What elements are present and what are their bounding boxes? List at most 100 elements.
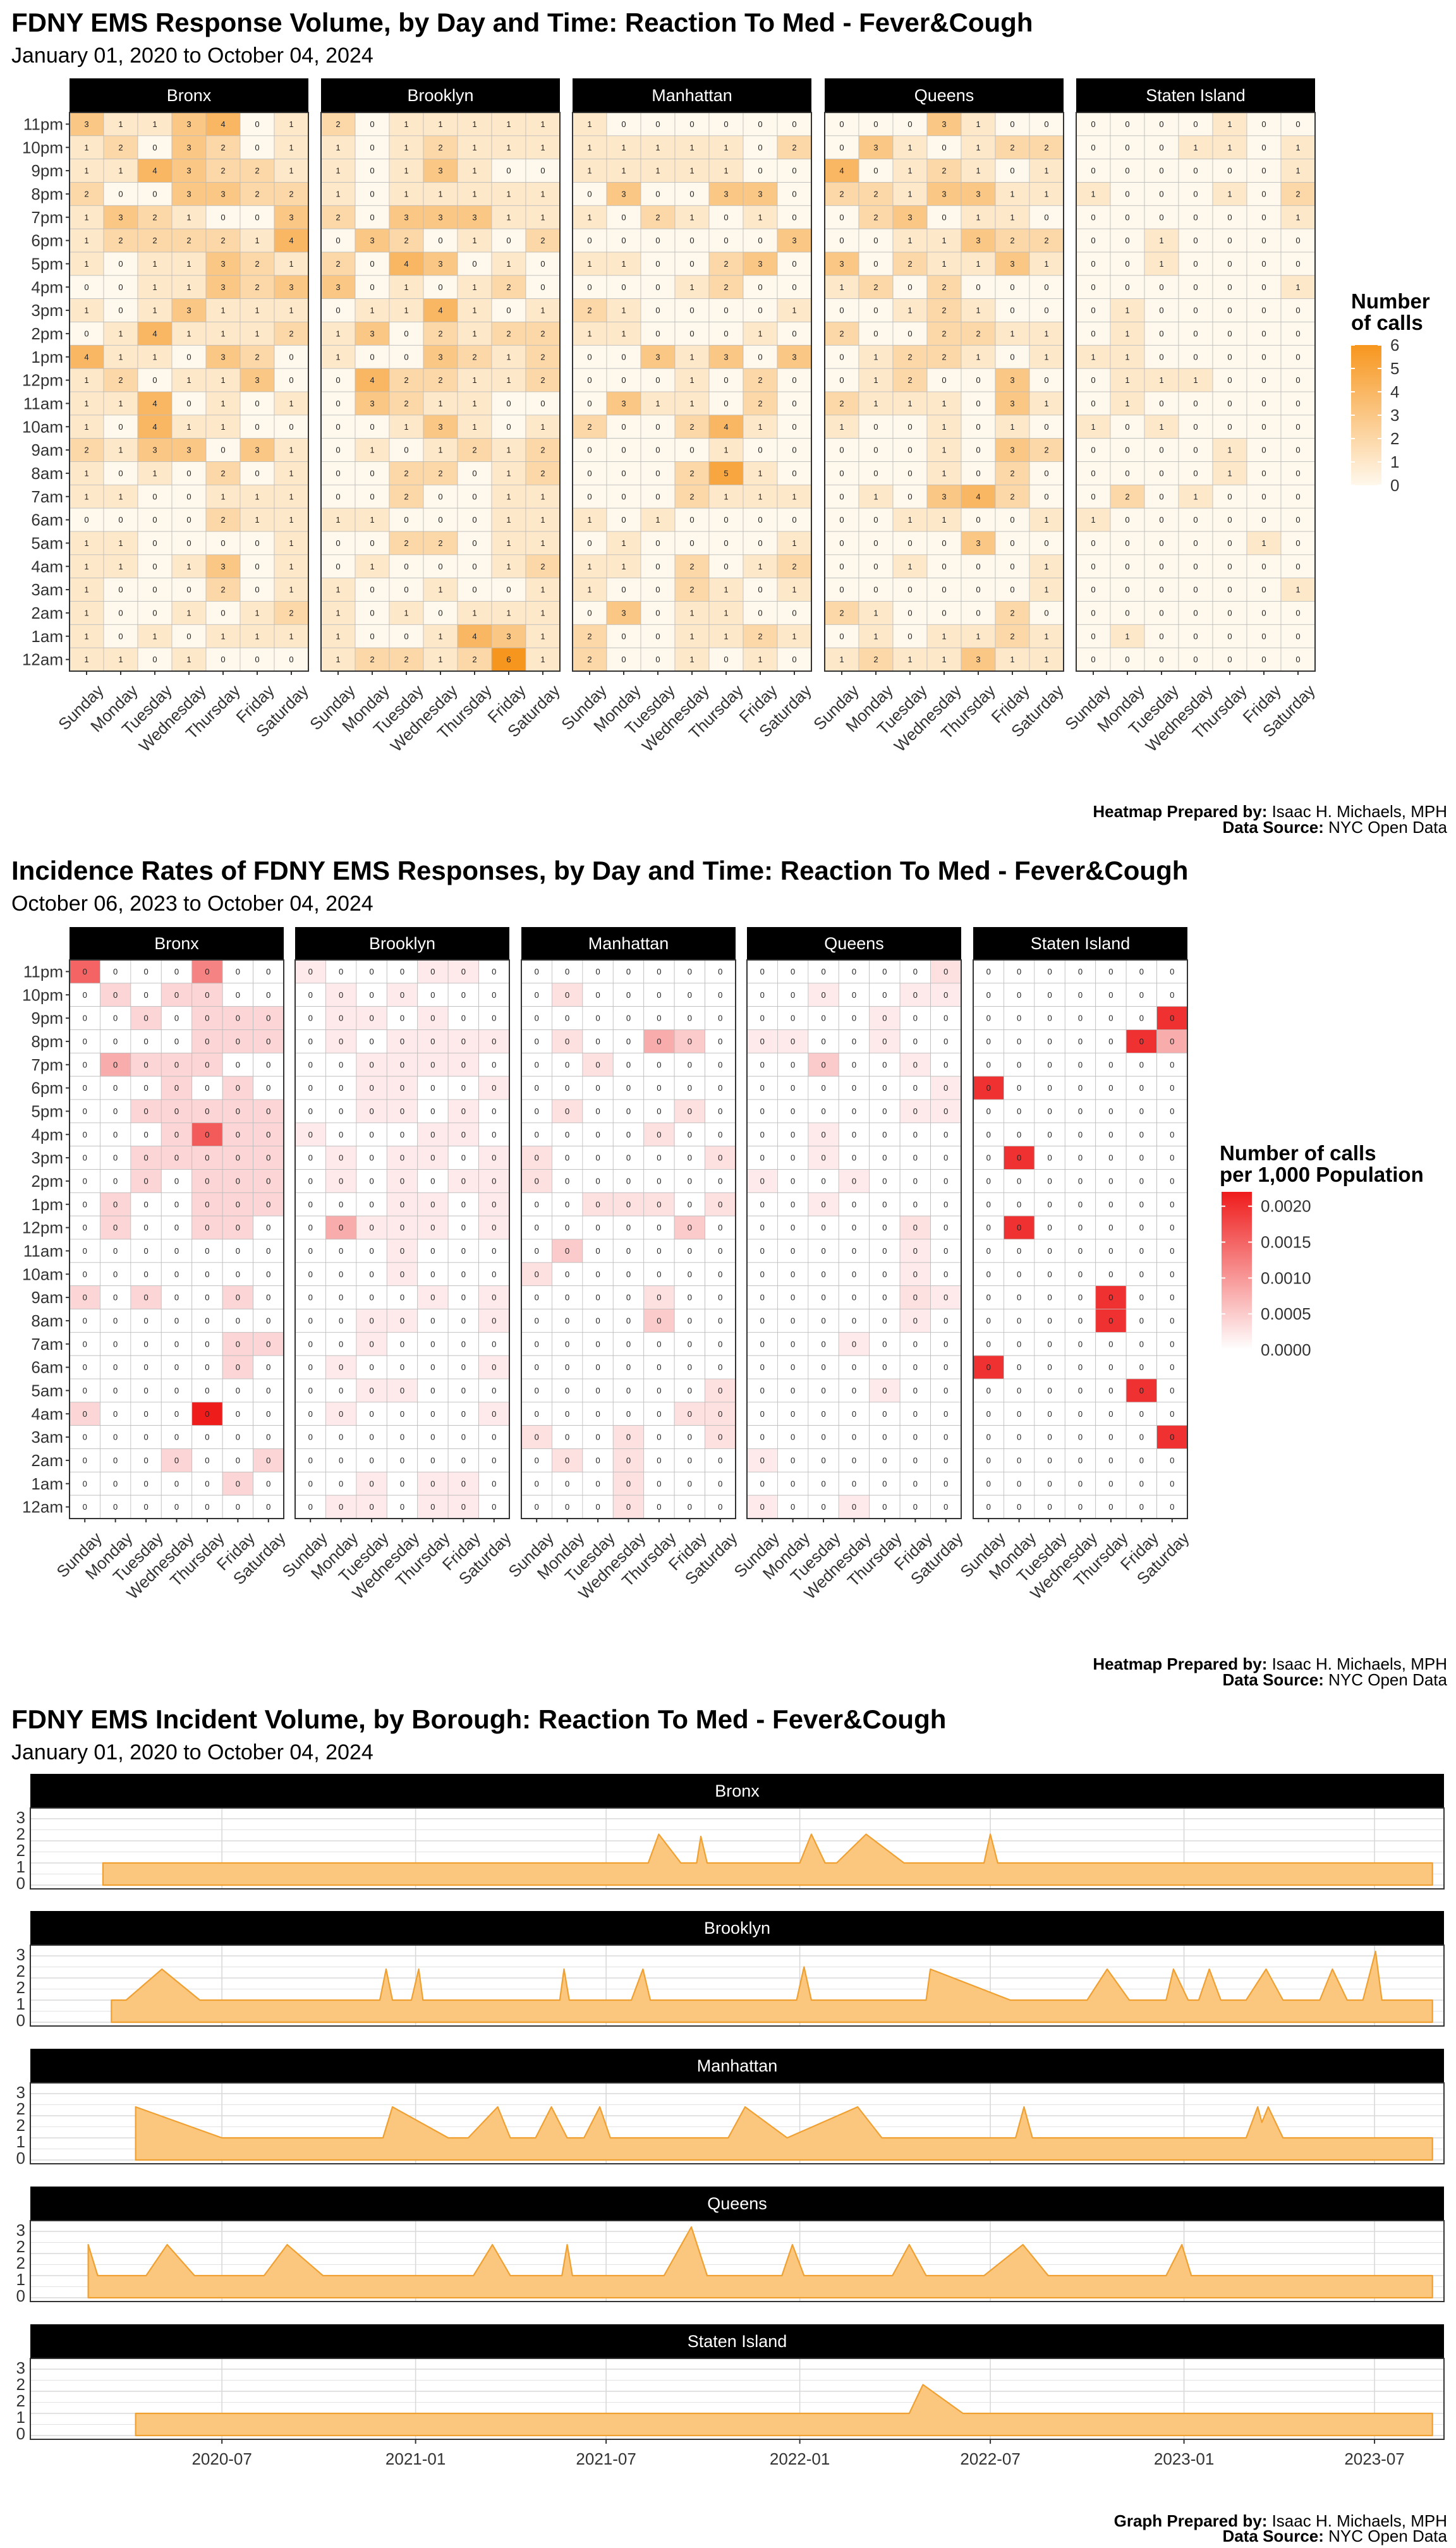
- heat-cell-label: 0: [595, 1083, 600, 1093]
- heat-cell-label: 0: [882, 1386, 887, 1395]
- heat-cell-label: 1: [540, 492, 545, 501]
- heat-cell: [355, 135, 390, 160]
- heat-cell-label: 0: [174, 1083, 179, 1093]
- heat-cell-label: 0: [621, 236, 626, 245]
- heat-cell-label: 0: [308, 1036, 313, 1046]
- heat-cell-label: 0: [943, 1293, 948, 1302]
- heat-cell-label: 0: [688, 1479, 692, 1488]
- heat-cell-label: 0: [152, 492, 157, 501]
- heat-cell-label: 0: [143, 1433, 148, 1442]
- heat-cell-label: 0: [595, 1362, 600, 1372]
- heat-cell-label: 0: [186, 538, 191, 548]
- heat-cell-label: 3: [186, 306, 191, 315]
- heat-cell-label: 0: [688, 1409, 692, 1419]
- heat-cell-label: 0: [626, 1153, 631, 1163]
- heat-cell-label: 1: [336, 585, 340, 595]
- heat-cell-label: 0: [718, 967, 722, 976]
- heat-cell-label: 3: [942, 119, 946, 129]
- heat-cell-label: 3: [152, 446, 157, 455]
- heat-cell-label: 0: [1159, 352, 1163, 361]
- heat-cell-label: 0: [339, 1246, 343, 1256]
- heat-cell-label: 0: [1010, 166, 1014, 176]
- heat-cell-label: 0: [943, 1479, 948, 1488]
- y-tick-5pm: 5pm: [31, 1101, 63, 1120]
- heat-cell-label: 0: [205, 1083, 209, 1093]
- heat-cell-label: 0: [1295, 399, 1300, 408]
- heat-cell-label: 0: [143, 1083, 148, 1093]
- heat-cell-label: 0: [724, 119, 728, 129]
- heat-cell: [674, 322, 710, 346]
- heat-cell: [457, 507, 492, 532]
- area-y-tick: 2: [16, 2375, 25, 2394]
- heat-cell-label: 0: [1261, 282, 1266, 292]
- heat-cell-label: 0: [913, 1409, 918, 1419]
- heat-cell-label: 0: [400, 1502, 404, 1512]
- heat-cell-label: 0: [438, 492, 442, 501]
- heat-cell-label: 1: [1125, 631, 1129, 641]
- heat-cell-label: 2: [289, 329, 293, 338]
- heat-cell-label: 0: [1091, 212, 1095, 222]
- heat-cell-label: 0: [913, 1083, 918, 1093]
- heat-cell: [205, 578, 241, 602]
- y-tick-11am: 11am: [23, 394, 63, 413]
- heat-cell-label: 2: [472, 446, 476, 455]
- heat-cell-label: 0: [339, 1409, 343, 1419]
- heat-cell-label: 0: [882, 1107, 887, 1116]
- heat-cell-label: 0: [882, 1153, 887, 1163]
- heat-cell-label: 4: [724, 422, 728, 432]
- heat-cell-label: 1: [587, 329, 592, 338]
- heat-cell-label: 0: [688, 1223, 692, 1232]
- heat-cell: [389, 391, 424, 416]
- heat-cell-label: 1: [1010, 329, 1014, 338]
- heat-cell-label: 0: [535, 1014, 539, 1023]
- heat-cell-label: 1: [724, 608, 728, 617]
- heat-cell: [240, 507, 275, 532]
- heat-cell-label: 0: [186, 492, 191, 501]
- heat-cell-label: 1: [289, 166, 293, 176]
- heat-cell-label: 0: [688, 1014, 692, 1023]
- heat-cell-label: 0: [339, 1223, 343, 1232]
- heat-cell-label: 0: [852, 1293, 856, 1302]
- facet-label-bronx: Bronx: [154, 934, 199, 953]
- heat-cell-label: 0: [255, 655, 259, 664]
- heat-cell-label: 0: [339, 1339, 343, 1349]
- heat-cell-label: 0: [976, 468, 980, 478]
- heat-cell-label: 2: [255, 282, 259, 292]
- heat-cell-label: 0: [882, 1036, 887, 1046]
- heat-cell-label: 0: [174, 1386, 179, 1395]
- heat-cell-label: 2: [942, 166, 946, 176]
- heat-cell-label: 0: [1227, 585, 1232, 595]
- heat-cell-label: 0: [1047, 1339, 1052, 1349]
- heat-cell-label: 0: [540, 166, 545, 176]
- heat-cell-label: 0: [339, 1386, 343, 1395]
- heat-cell-label: 0: [339, 1199, 343, 1209]
- heat-cell-label: 0: [535, 1455, 539, 1465]
- heat-cell-label: 0: [266, 1176, 270, 1186]
- heat-cell: [640, 182, 676, 206]
- heat-cell-label: 0: [152, 375, 157, 385]
- heat-cell: [205, 252, 241, 276]
- heat-cell-label: 0: [152, 143, 157, 152]
- heat-cell-label: 2: [689, 562, 694, 571]
- heat-cell-label: 0: [1078, 1316, 1083, 1325]
- heat-cell-label: 0: [472, 515, 476, 525]
- heat-cell: [777, 415, 812, 439]
- area-y-tick: 1: [16, 2132, 25, 2151]
- heat-cell: [320, 624, 356, 648]
- heat-cell-label: 0: [205, 1176, 209, 1186]
- heat-cell-label: 0: [1261, 329, 1266, 338]
- heat-cell-label: 0: [621, 631, 626, 641]
- heat-cell: [389, 205, 424, 229]
- heat-cell: [205, 228, 241, 253]
- heat-cell: [606, 182, 641, 206]
- heat-cell-label: 0: [821, 990, 825, 1000]
- heat-cell-label: 0: [1010, 515, 1014, 525]
- heat-cell-label: 0: [430, 1176, 435, 1186]
- heat-cell-label: 0: [339, 967, 343, 976]
- heat-cell: [355, 298, 390, 322]
- heat-cell: [389, 624, 424, 648]
- heat-cell-label: 0: [760, 1083, 765, 1093]
- heat-cell-label: 0: [1091, 306, 1095, 315]
- heat-cell-label: 1: [84, 468, 88, 478]
- heat-cell: [457, 205, 492, 229]
